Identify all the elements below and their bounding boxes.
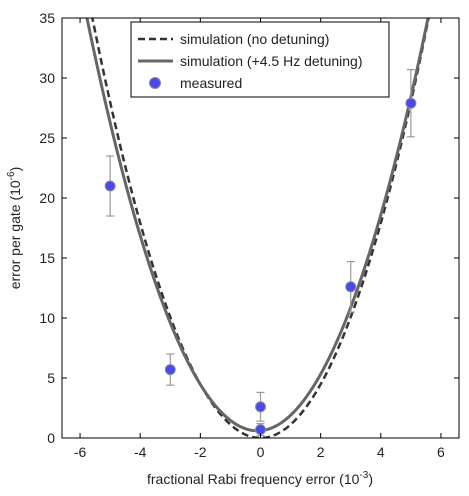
y-tick-label: 0 xyxy=(47,430,55,446)
y-tick-label: 10 xyxy=(39,310,55,326)
y-tick-label: 20 xyxy=(39,190,55,206)
measured-point xyxy=(104,180,116,192)
x-axis-title-close: ) xyxy=(368,471,373,487)
x-tick-label: -2 xyxy=(194,444,207,460)
x-axis-title: fractional Rabi frequency error (10-3) xyxy=(147,470,373,487)
x-tick-label: -6 xyxy=(74,444,87,460)
curve-no-detuning xyxy=(91,18,430,438)
y-tick-label: 30 xyxy=(39,70,55,86)
x-tick-label: 6 xyxy=(437,444,445,460)
y-tick-label: 15 xyxy=(39,250,55,266)
measured-point xyxy=(255,401,266,413)
y-axis-title: error per gate (10-6) xyxy=(6,167,23,290)
y-axis-title-close: ) xyxy=(7,167,23,172)
measured-points xyxy=(104,97,417,436)
y-tick-label: 5 xyxy=(47,370,55,386)
legend-swatch-measured xyxy=(149,77,161,89)
x-axis-title-main: fractional Rabi frequency error (10 xyxy=(147,471,360,487)
x-tick-label: 4 xyxy=(377,444,385,460)
legend: simulation (no detuning) simulation (+4.… xyxy=(130,21,390,98)
y-tick-label: 35 xyxy=(39,10,55,26)
y-axis-ticks: 0 5 10 15 20 25 30 35 xyxy=(39,10,459,446)
x-tick-label: 2 xyxy=(317,444,325,460)
y-tick-label: 25 xyxy=(39,130,55,146)
legend-label-measured: measured xyxy=(180,75,242,91)
x-axis-title-exponent: -3 xyxy=(359,470,368,481)
measured-point xyxy=(345,281,357,293)
measured-point xyxy=(405,97,417,109)
y-axis-title-exponent: -6 xyxy=(6,171,17,180)
y-axis-title-main: error per gate (10 xyxy=(7,180,23,289)
measured-point xyxy=(164,364,176,376)
x-axis-ticks: -6 -4 -2 0 2 4 6 xyxy=(74,18,445,460)
legend-box xyxy=(130,21,390,98)
x-tick-label: -4 xyxy=(134,444,147,460)
x-tick-label: 0 xyxy=(257,444,265,460)
legend-label-detuning: simulation (+4.5 Hz detuning) xyxy=(180,53,363,69)
legend-label-no-detuning: simulation (no detuning) xyxy=(180,31,329,47)
